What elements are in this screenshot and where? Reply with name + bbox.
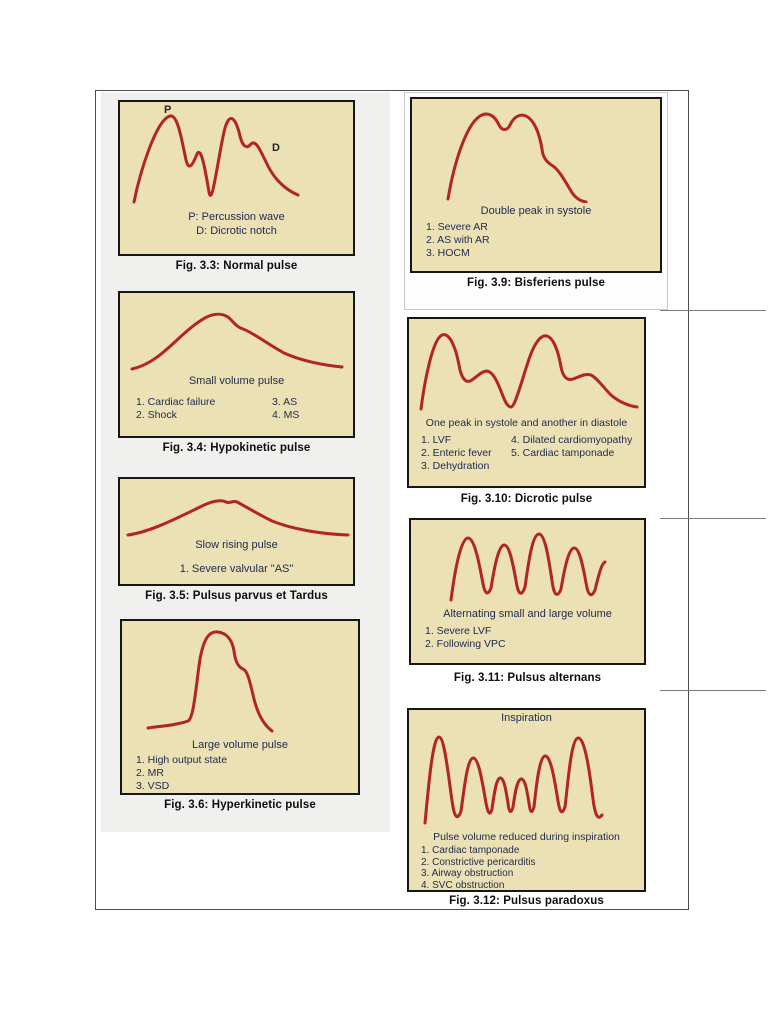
dicrotic-pulse-panel: One peak in systole and another in diast…: [407, 317, 646, 488]
cause-item: 2. Enteric fever: [421, 447, 492, 459]
figure-normal-pulse: P D P: Percussion wave D: Dicrotic notch…: [118, 100, 355, 272]
cause-item: 2. AS with AR: [426, 234, 490, 246]
waveform-path: [126, 499, 350, 537]
cause-item: 2. Shock: [136, 409, 177, 421]
waveform-path: [132, 114, 300, 204]
pulsus-paradoxus-waveform: [423, 735, 604, 825]
figure-dicrotic-pulse: One peak in systole and another in diast…: [407, 317, 646, 505]
figure-caption: Fig. 3.12: Pulsus paradoxus: [449, 895, 604, 907]
normal-pulse-panel: P D P: Percussion wave D: Dicrotic notch: [118, 100, 355, 256]
waveform-path: [146, 630, 274, 733]
cause-item: 4. SVC obstruction: [421, 879, 505, 891]
inspiration-label: Inspiration: [501, 712, 552, 724]
cause-item: 1. Severe valvular "AS": [179, 563, 294, 575]
pulse-description: One peak in systole and another in diast…: [425, 417, 628, 429]
normal-pulse-waveform: [132, 114, 300, 204]
cause-item: 1. Severe AR: [426, 221, 488, 233]
pulse-description: Alternating small and large volume: [443, 608, 612, 620]
cause-item: 5. Cardiac tamponade: [511, 447, 615, 459]
table-divider: [660, 690, 766, 691]
pulsus-alternans-panel: Alternating small and large volume 1. Se…: [409, 518, 646, 665]
figure-caption: Fig. 3.4: Hypokinetic pulse: [162, 442, 311, 454]
percussion-wave-annotation: P: [164, 104, 172, 116]
table-divider: [660, 310, 766, 311]
slow-rising-pulse-waveform: [126, 499, 350, 537]
parvus-et-tardus-panel: Slow rising pulse 1. Severe valvular "AS…: [118, 477, 355, 586]
figure-bisferiens-pulse: Double peak in systole 1. Severe AR 2. A…: [410, 97, 662, 289]
cause-item: 2. MR: [136, 767, 165, 779]
cause-item: 1. Severe LVF: [425, 625, 492, 637]
pulse-description: Small volume pulse: [188, 375, 285, 387]
causes-list: 1. High output state 2. MR 3. VSD: [136, 754, 227, 793]
causes-column-2: 4. Dilated cardiomyopathy 5. Cardiac tam…: [511, 434, 632, 460]
cause-item: 1. Cardiac failure: [136, 396, 216, 408]
causes-column-1: 1. Cardiac failure 2. Shock: [136, 396, 215, 422]
bisferiens-pulse-waveform: [446, 112, 588, 203]
cause-item: 4. Dilated cardiomyopathy: [511, 434, 633, 446]
pulsus-paradoxus-panel: Inspiration Pulse volume reduced during …: [407, 708, 646, 892]
cause-item: 3. HOCM: [426, 247, 470, 259]
cause-item: 4. MS: [272, 409, 300, 421]
cause-item: 2. Constrictive pericarditis: [421, 856, 536, 868]
legend-line: D: Dicrotic notch: [196, 225, 277, 237]
waveform-path: [419, 333, 639, 411]
figure-caption: Fig. 3.11: Pulsus alternans: [453, 672, 602, 684]
figure-pulsus-alternans: Alternating small and large volume 1. Se…: [409, 518, 646, 684]
pulse-description: Pulse volume reduced during inspiration: [433, 831, 620, 843]
figure-caption: Fig. 3.5: Pulsus parvus et Tardus: [145, 590, 328, 602]
pulsus-alternans-waveform: [449, 532, 607, 602]
waveform-path: [446, 112, 588, 203]
hypokinetic-pulse-panel: Small volume pulse 1. Cardiac failure 2.…: [118, 291, 355, 438]
cause-item: 3. VSD: [136, 780, 170, 792]
causes-list: 1. Severe LVF 2. Following VPC: [425, 625, 506, 651]
pulse-description: Double peak in systole: [480, 205, 592, 217]
page-border-frame: [95, 90, 689, 910]
cause-item: 2. Following VPC: [425, 638, 506, 650]
figure-caption: Fig. 3.6: Hyperkinetic pulse: [164, 799, 316, 811]
hyperkinetic-pulse-waveform: [146, 630, 274, 733]
pulse-description: Slow rising pulse: [195, 539, 278, 551]
hypokinetic-pulse-waveform: [130, 312, 344, 371]
figure-caption: Fig. 3.3: Normal pulse: [175, 260, 298, 272]
figure-hyperkinetic-pulse: Large volume pulse 1. High output state …: [120, 619, 360, 811]
causes-column-2: 3. AS 4. MS: [272, 396, 299, 422]
cause-item: 1. LVF: [421, 434, 452, 446]
figure-parvus-et-tardus: Slow rising pulse 1. Severe valvular "AS…: [118, 477, 355, 602]
causes-list: 1. Severe AR 2. AS with AR 3. HOCM: [426, 221, 490, 260]
dicrotic-notch-annotation: D: [272, 142, 280, 154]
table-divider: [660, 518, 766, 519]
waveform-path: [423, 735, 604, 825]
dicrotic-pulse-waveform: [419, 333, 639, 411]
cause-item: 3. AS: [272, 396, 298, 408]
legend-line: P: Percussion wave: [188, 211, 285, 223]
cause-item: 1. High output state: [136, 754, 228, 766]
hyperkinetic-pulse-panel: Large volume pulse 1. High output state …: [120, 619, 360, 795]
waveform-path: [130, 312, 344, 371]
figure-pulsus-paradoxus: Inspiration Pulse volume reduced during …: [407, 708, 646, 907]
cause-item: 3. Dehydration: [421, 460, 490, 472]
cause-item: 1. Cardiac tamponade: [421, 845, 520, 856]
causes-list: 1. Cardiac tamponade 2. Constrictive per…: [421, 845, 536, 891]
waveform-path: [449, 532, 607, 602]
normal-pulse-legend: P: Percussion wave D: Dicrotic notch: [120, 210, 353, 238]
pulse-description: Large volume pulse: [191, 739, 288, 751]
figure-caption: Fig. 3.10: Dicrotic pulse: [460, 493, 593, 505]
cause-item: 3. Airway obstruction: [421, 868, 514, 879]
figure-caption: Fig. 3.9: Bisferiens pulse: [466, 277, 606, 289]
bisferiens-pulse-panel: Double peak in systole 1. Severe AR 2. A…: [410, 97, 662, 273]
figure-hypokinetic-pulse: Small volume pulse 1. Cardiac failure 2.…: [118, 291, 355, 454]
causes-column-1: 1. LVF 2. Enteric fever 3. Dehydration: [421, 434, 492, 473]
